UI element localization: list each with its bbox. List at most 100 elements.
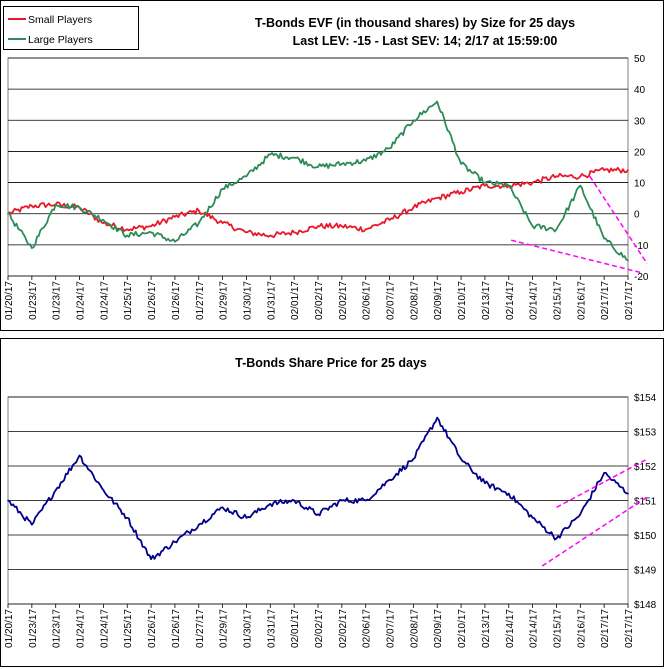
evf-y-tick-label: -20 (634, 272, 649, 283)
evf-x-tick-label: 01/26/17 (147, 281, 158, 320)
evf-data-point (31, 247, 33, 249)
evf-data-point (603, 169, 605, 171)
evf-data-point (627, 169, 629, 171)
evf-x-tick-label: 01/26/17 (171, 281, 182, 320)
price-y-tick-label: $154 (634, 393, 657, 404)
evf-data-point (174, 240, 176, 243)
evf-data-point (245, 175, 248, 178)
evf-data-point (531, 181, 534, 184)
evf-data-point (531, 225, 534, 227)
evf-data-point (126, 228, 129, 231)
price-x-tick-label: 02/08/17 (409, 609, 420, 648)
price-x-tick-label: 02/09/17 (433, 609, 444, 648)
price-x-tick-label: 02/10/17 (457, 609, 468, 648)
price-data-point (150, 558, 152, 560)
evf-data-point (126, 234, 129, 237)
evf-y-tick-label: 30 (634, 116, 646, 127)
price-data-point (269, 503, 272, 505)
price-data-point (54, 489, 57, 491)
price-data-point (317, 513, 319, 516)
price-data-point (245, 516, 248, 519)
price-data-point (293, 499, 295, 502)
evf-x-tick-label: 01/29/17 (219, 281, 230, 320)
evf-data-point (317, 225, 319, 227)
price-data-point (579, 513, 582, 516)
evf-data-point (555, 175, 558, 178)
evf-data-point (197, 222, 200, 224)
evf-x-tick-label: 02/07/17 (386, 281, 397, 320)
evf-data-point (317, 166, 319, 168)
evf-x-tick-label: 02/17/17 (624, 281, 635, 320)
price-data-point (507, 492, 510, 495)
evf-x-tick-label: 01/23/17 (28, 281, 39, 320)
price-x-tick-label: 01/24/17 (76, 609, 87, 648)
price-x-tick-label: 01/23/17 (52, 609, 63, 648)
price-data-point (460, 458, 462, 460)
evf-data-point (412, 119, 415, 122)
evf-data-point (436, 197, 439, 199)
evf-data-point (627, 259, 629, 262)
price-x-tick-label: 02/14/17 (529, 609, 540, 648)
legend-label-large-players: Large Players (28, 34, 93, 46)
price-data-point (364, 499, 367, 502)
evf-data-point (174, 216, 176, 218)
evf-x-tick-label: 02/09/17 (433, 281, 444, 320)
price-x-tick-label: 01/31/17 (266, 609, 277, 648)
price-x-tick-label: 02/01/17 (290, 609, 301, 648)
price-x-tick-label: 02/17/17 (600, 609, 611, 648)
evf-data-point (484, 184, 486, 187)
evf-data-point (269, 234, 272, 237)
evf-data-point (221, 188, 224, 190)
evf-data-point (269, 153, 272, 156)
price-x-tick-label: 01/29/17 (219, 609, 230, 648)
price-y-tick-label: $148 (634, 600, 657, 611)
price-data-point (412, 458, 415, 460)
evf-data-point (364, 159, 367, 162)
price-x-tick-label: 01/24/17 (99, 609, 110, 648)
evf-y-tick-label: -10 (634, 241, 649, 252)
evf-data-point (484, 181, 486, 184)
price-y-tick-label: $153 (634, 428, 657, 439)
evf-x-tick-label: 02/17/17 (600, 281, 611, 320)
evf-data-point (579, 184, 582, 187)
price-trendline-lower (541, 496, 648, 567)
price-data-point (436, 416, 439, 419)
evf-chart-title: T-Bonds EVF (in thousand shares) by Size… (255, 16, 575, 30)
price-data-point (484, 482, 486, 485)
evf-data-point (460, 191, 462, 193)
evf-data-point (412, 206, 415, 209)
price-data-point (126, 516, 129, 519)
evf-y-tick-label: 20 (634, 147, 646, 158)
evf-data-point (150, 225, 152, 227)
price-x-tick-label: 02/07/17 (386, 609, 397, 648)
legend-label-small-players: Small Players (28, 14, 92, 26)
evf-data-point (364, 228, 367, 231)
price-x-tick-label: 01/30/17 (242, 609, 253, 648)
price-x-tick-label: 02/15/17 (552, 609, 563, 648)
evf-plot-area: -20 -10 0 10 20 30 40 50 01/20/17 01/23/17 01/23/1… (4, 54, 649, 320)
price-x-tick-label: 02/16/17 (576, 609, 587, 648)
evf-data-point (507, 184, 510, 187)
evf-data-point (245, 231, 248, 234)
price-x-tick-label: 02/14/17 (505, 609, 516, 648)
price-data-point (197, 523, 200, 526)
evf-data-point (460, 163, 462, 165)
price-x-tick-label: 01/20/17 (4, 609, 15, 648)
evf-data-point (603, 237, 605, 240)
evf-x-tick-label: 01/24/17 (76, 281, 87, 320)
evf-data-point (293, 231, 295, 234)
evf-y-tick-label: 40 (634, 85, 646, 96)
evf-x-tick-label: 02/10/17 (457, 281, 468, 320)
price-y-tick-label: $150 (634, 531, 657, 542)
price-data-point (174, 541, 176, 543)
evf-data-point (555, 228, 558, 231)
evf-data-point (221, 222, 224, 224)
price-data-point (603, 472, 605, 474)
price-chart-title: T-Bonds Share Price for 25 days (235, 356, 427, 370)
price-x-tick-label: 01/27/17 (195, 609, 206, 648)
evf-x-tick-label: 02/13/17 (481, 281, 492, 320)
evf-data-point (293, 156, 295, 159)
evf-data-point (102, 219, 105, 221)
evf-data-point (7, 212, 9, 215)
evf-x-tick-label: 02/06/17 (362, 281, 373, 320)
